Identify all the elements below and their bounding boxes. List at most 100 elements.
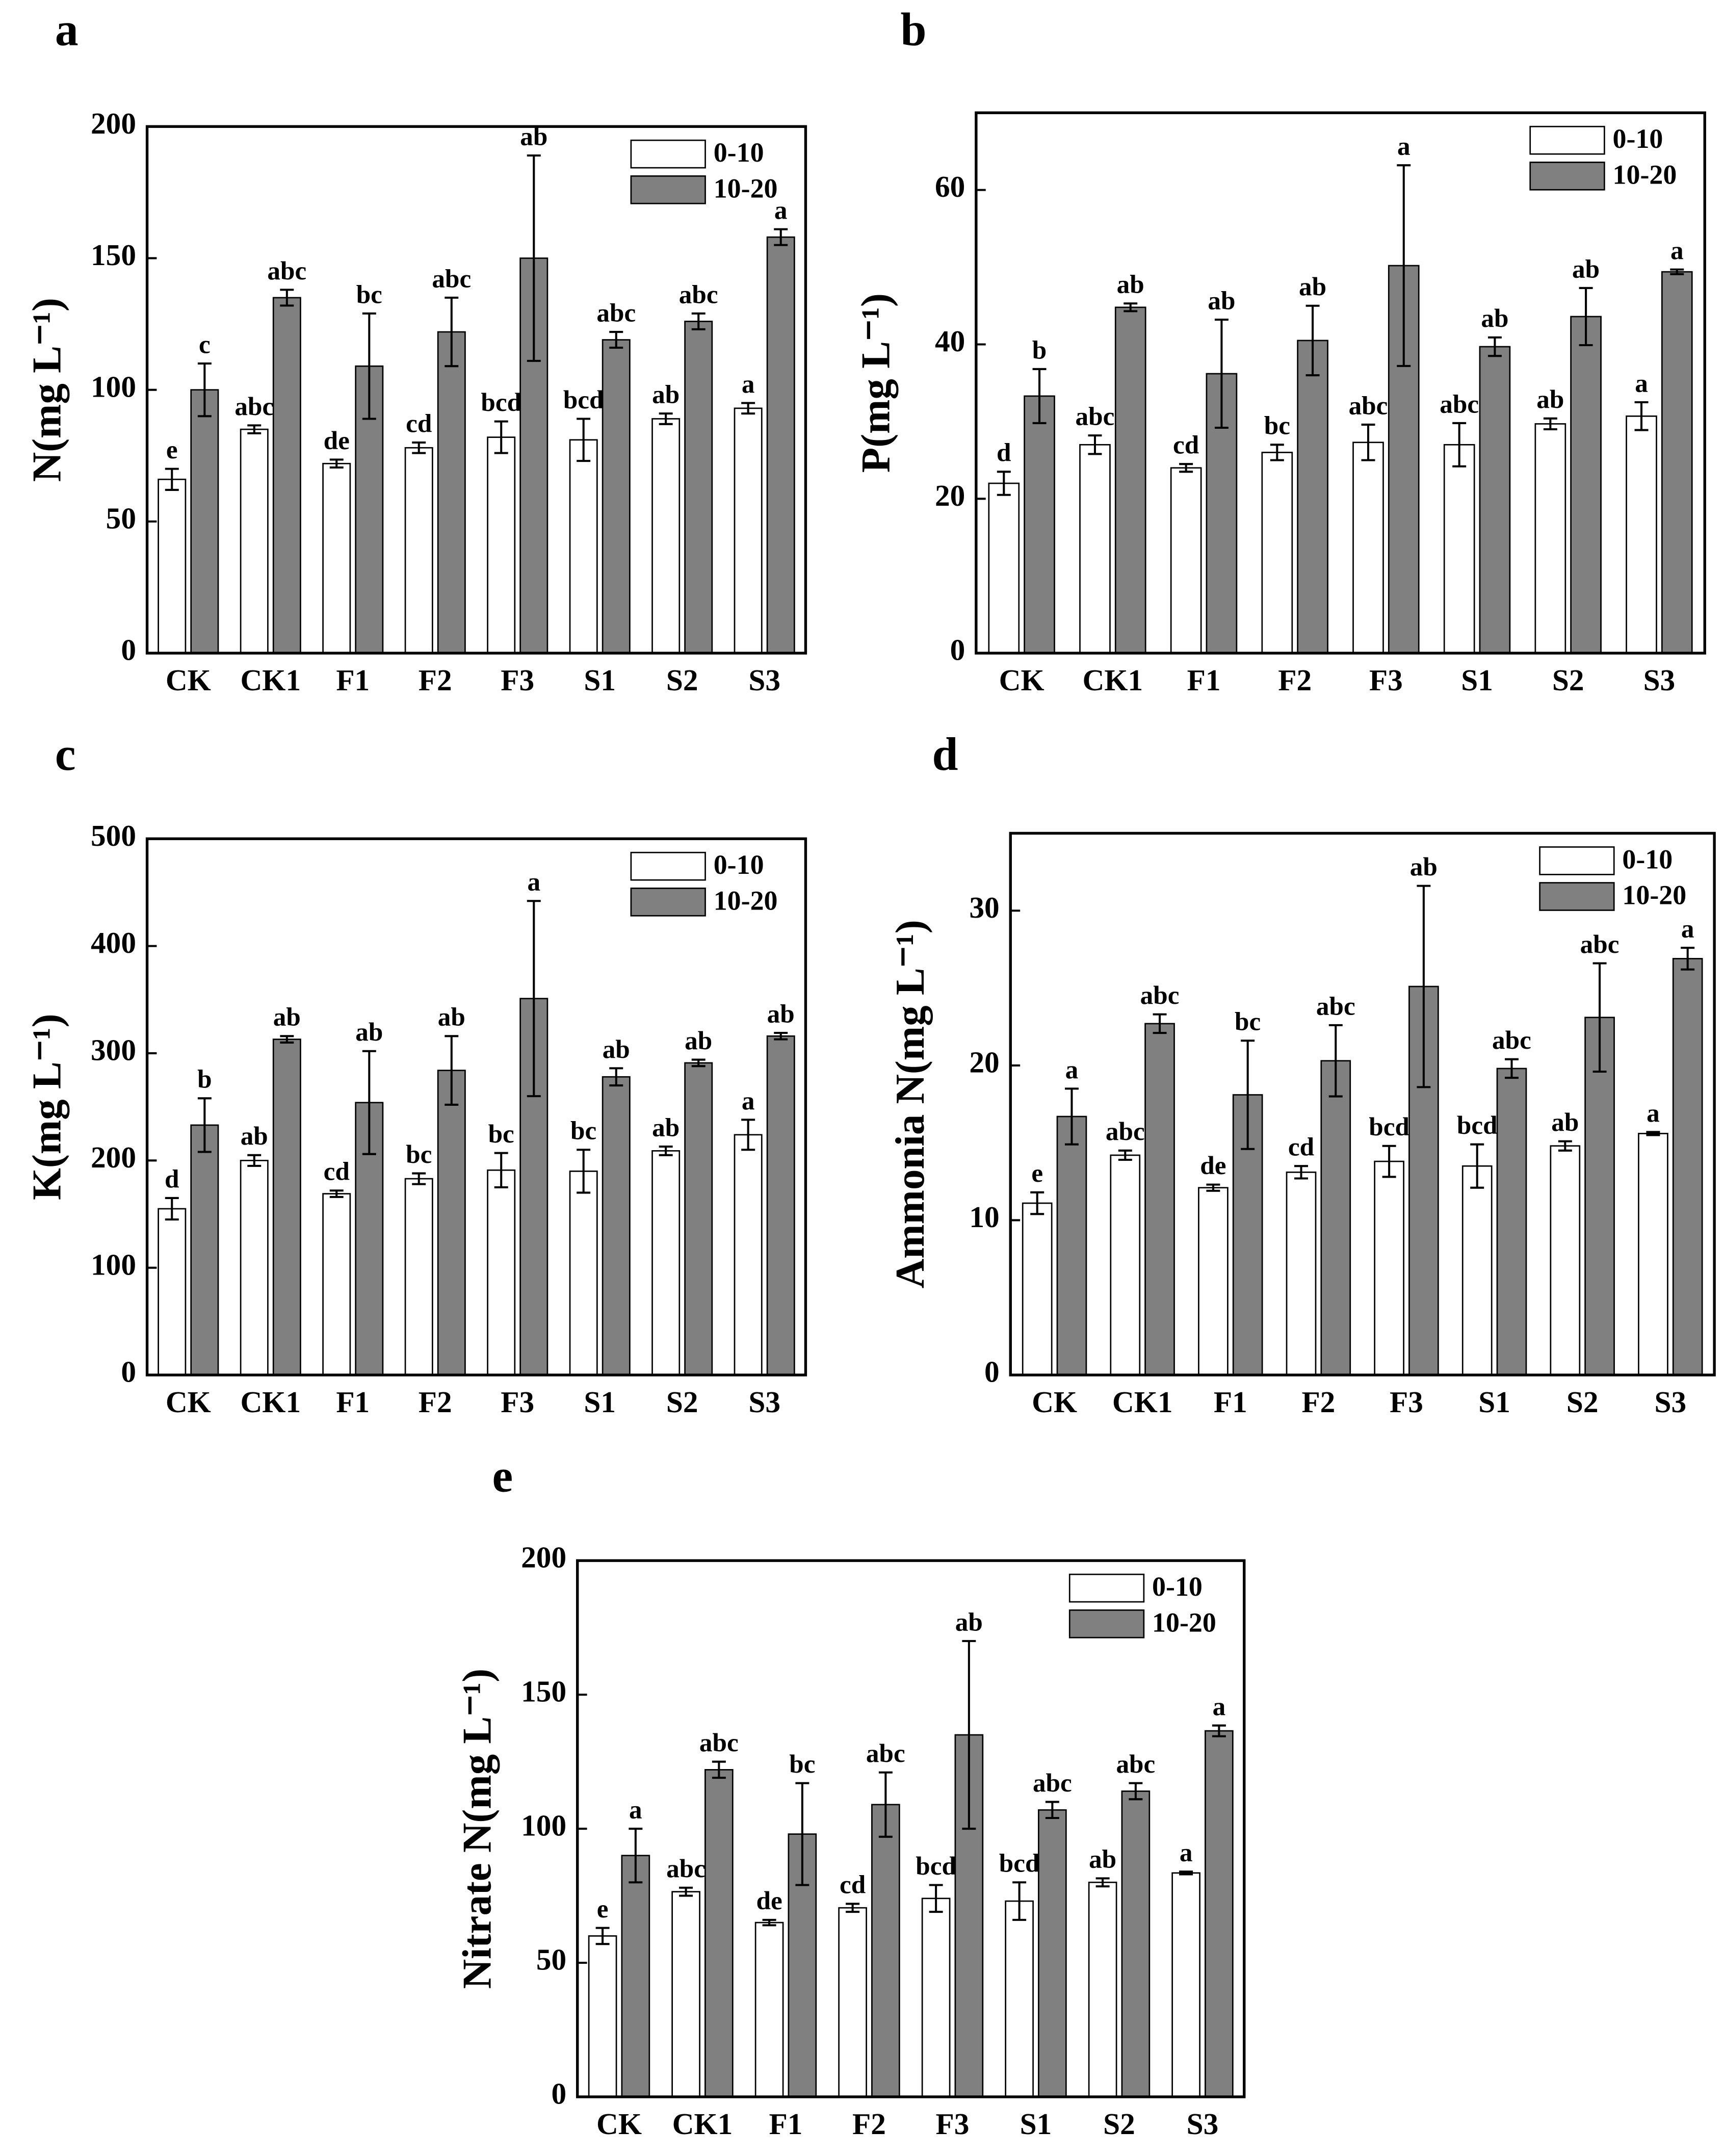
x-tick-label: F3: [501, 663, 534, 697]
error-bar: [795, 1782, 809, 1886]
x-tick-label: S2: [1103, 2107, 1135, 2141]
error-bar: [1179, 463, 1193, 473]
significance-letter: bc: [1235, 1007, 1261, 1036]
plot-frame: [975, 111, 1706, 655]
significance-letter: abc: [1076, 402, 1115, 431]
bar: [1170, 467, 1202, 654]
error-bar: [1129, 1782, 1143, 1801]
significance-letter: a: [742, 370, 755, 399]
error-bar: [1646, 1131, 1660, 1136]
error-bar: [1592, 962, 1607, 1073]
x-tick-label: F2: [419, 1385, 452, 1419]
error-bar: [247, 1154, 262, 1167]
bar: [871, 1804, 900, 2098]
y-tick-label: 400: [91, 926, 136, 959]
x-tick-label: S3: [748, 1385, 780, 1419]
legend-label: 0-10: [714, 137, 764, 168]
error-bar: [1681, 947, 1695, 971]
significance-letter: e: [1031, 1159, 1043, 1188]
significance-letter: bcd: [1457, 1111, 1498, 1140]
bar: [1496, 1068, 1527, 1376]
significance-letter: abc: [1492, 1026, 1531, 1055]
bar: [240, 1159, 269, 1376]
significance-letter: ab: [767, 999, 795, 1028]
bar: [1461, 1165, 1493, 1376]
bar: [988, 482, 1020, 654]
legend-swatch: [1529, 125, 1605, 155]
panel-label: d: [932, 728, 958, 780]
significance-letter: e: [166, 435, 178, 464]
error-bar: [1032, 368, 1047, 424]
error-bar: [774, 1031, 788, 1041]
significance-letter: bc: [488, 1120, 514, 1149]
bar: [1297, 340, 1328, 654]
x-tick-label: S3: [748, 663, 780, 697]
bar: [404, 447, 433, 654]
significance-letter: de: [1200, 1151, 1226, 1180]
bar: [651, 1150, 681, 1376]
bar: [1038, 1809, 1067, 2098]
error-bar: [280, 289, 294, 307]
significance-letter: bc: [789, 1750, 815, 1779]
y-tick-label: 300: [91, 1033, 136, 1067]
error-bar: [197, 362, 212, 418]
significance-letter: ab: [1551, 1108, 1579, 1137]
error-bar: [412, 441, 426, 454]
legend-swatch: [630, 887, 706, 917]
significance-letter: abc: [234, 392, 274, 421]
error-bar: [691, 1058, 706, 1068]
legend-swatch: [1539, 882, 1615, 911]
bar: [487, 436, 516, 654]
bar: [1022, 1202, 1053, 1376]
error-bar: [1124, 302, 1138, 313]
significance-letter: bc: [406, 1140, 432, 1169]
significance-letter: cd: [840, 1871, 866, 1900]
bar: [1352, 441, 1384, 654]
error-bar: [1305, 304, 1320, 377]
y-tick-label: 150: [91, 238, 136, 272]
y-tick-label: 500: [91, 819, 136, 852]
x-tick-label: F2: [1278, 663, 1312, 697]
error-bar: [1030, 1191, 1044, 1215]
bar: [704, 1769, 734, 2098]
legend-label: 10-20: [1613, 159, 1677, 190]
significance-letter: d: [997, 438, 1011, 467]
significance-letter: a: [1180, 1838, 1193, 1867]
error-bar: [1241, 1040, 1255, 1150]
legend-label: 10-20: [1622, 880, 1686, 911]
error-bar: [1361, 423, 1375, 461]
significance-letter: ab: [685, 1026, 712, 1055]
error-bar: [1206, 1183, 1220, 1192]
error-bar: [1543, 417, 1557, 431]
y-tick-label: 0: [121, 633, 136, 667]
error-bar: [1487, 336, 1502, 357]
significance-letter: a: [1647, 1099, 1660, 1128]
legend-swatch: [630, 175, 706, 204]
y-axis-label: N(mg L⁻¹): [24, 298, 69, 482]
significance-letter: ab: [1481, 304, 1508, 333]
legend-swatch: [1539, 846, 1615, 875]
error-bar: [1397, 164, 1411, 367]
error-bar: [1294, 1165, 1309, 1180]
x-tick-label: F1: [1187, 663, 1221, 697]
y-tick-label: 0: [551, 2077, 566, 2111]
bar: [1121, 1790, 1151, 2098]
significance-letter: ab: [652, 1113, 680, 1142]
legend-label: 0-10: [1622, 844, 1673, 874]
legend-label: 0-10: [1613, 123, 1663, 154]
x-tick-label: CK: [166, 1385, 211, 1419]
significance-letter: ab: [241, 1122, 268, 1151]
error-bar: [609, 331, 623, 349]
bar: [1205, 1730, 1234, 2098]
error-bar: [1179, 1871, 1193, 1876]
significance-letter: cd: [1173, 431, 1199, 460]
significance-letter: bcd: [481, 388, 521, 417]
y-axis-label: K(mg L⁻¹): [24, 1014, 69, 1200]
significance-letter: ab: [603, 1035, 630, 1064]
significance-letter: abc: [1116, 1750, 1155, 1779]
bar: [190, 389, 219, 654]
panel-label: b: [901, 4, 927, 56]
x-tick-label: S1: [1478, 1385, 1510, 1419]
bar: [1114, 306, 1146, 654]
error-bar: [1095, 1877, 1110, 1888]
